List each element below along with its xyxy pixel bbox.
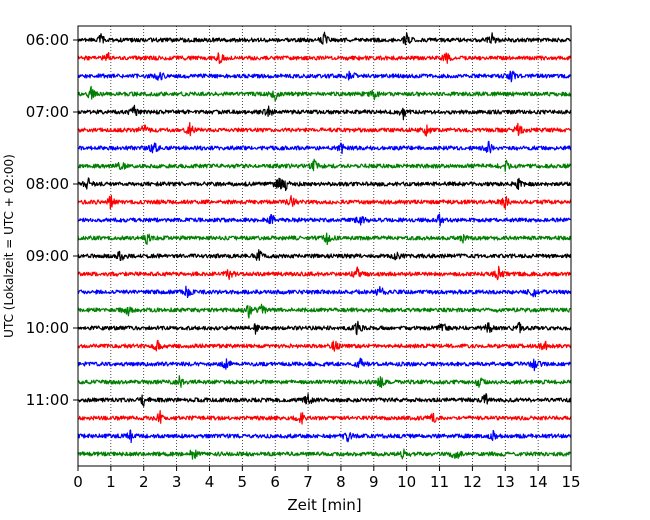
y-tick-label: 08:00 xyxy=(26,175,69,193)
y-axis-ticks: 06:00 07:00 08:00 09:00 10:00 11:00 xyxy=(26,31,78,409)
x-tick-label: 7 xyxy=(303,473,313,491)
x-tick-label: 0 xyxy=(73,473,83,491)
y-axis-label: UTC (Lokalzeit = UTC + 02:00) xyxy=(2,154,16,338)
y-tick-label: 07:00 xyxy=(26,103,69,121)
trace-1115 xyxy=(77,409,572,425)
trace-0630 xyxy=(77,70,572,83)
x-tick-label: 4 xyxy=(205,473,215,491)
trace-0930 xyxy=(77,285,572,299)
trace-1015 xyxy=(77,339,572,352)
trace-0830 xyxy=(77,213,572,227)
x-tick-label: 12 xyxy=(463,473,482,491)
trace-0730 xyxy=(77,140,572,155)
x-tick-label: 2 xyxy=(139,473,149,491)
x-tick-label: 13 xyxy=(496,473,515,491)
x-tick-label: 3 xyxy=(172,473,182,491)
grid-lines xyxy=(110,26,539,466)
trace-1100 xyxy=(77,393,572,407)
trace-0815 xyxy=(77,194,572,210)
x-tick-label: 15 xyxy=(561,473,580,491)
trace-1145 xyxy=(77,448,572,460)
trace-1000 xyxy=(77,320,572,336)
y-tick-label: 10:00 xyxy=(26,319,69,337)
x-tick-label: 9 xyxy=(369,473,379,491)
trace-1130 xyxy=(77,429,572,444)
traces xyxy=(77,31,572,460)
x-tick-label: 8 xyxy=(336,473,346,491)
y-tick-label: 06:00 xyxy=(26,31,69,49)
x-tick-label: 5 xyxy=(238,473,248,491)
y-tick-label: 09:00 xyxy=(26,247,69,265)
plot-frame xyxy=(77,25,572,467)
trace-1030 xyxy=(77,357,572,372)
plot-area xyxy=(78,26,571,466)
x-tick-label: 10 xyxy=(397,473,416,491)
x-tick-label: 14 xyxy=(529,473,548,491)
trace-0915 xyxy=(77,265,572,281)
trace-0600 xyxy=(77,31,572,46)
y-tick-label: 11:00 xyxy=(26,391,69,409)
trace-0800 xyxy=(77,177,572,192)
trace-0845 xyxy=(77,232,572,246)
x-tick-label: 11 xyxy=(430,473,449,491)
x-axis-label: Zeit [min] xyxy=(287,496,361,514)
trace-0715 xyxy=(77,122,572,137)
x-axis-ticks: 0 1 2 3 4 5 6 7 8 9 10 11 12 13 14 15 xyxy=(73,466,581,491)
trace-0945 xyxy=(77,303,572,319)
x-tick-label: 6 xyxy=(270,473,280,491)
trace-0645 xyxy=(77,85,572,102)
trace-0900 xyxy=(77,249,572,262)
trace-1045 xyxy=(77,375,572,388)
x-tick-label: 1 xyxy=(106,473,116,491)
trace-0745 xyxy=(77,158,572,172)
trace-0615 xyxy=(77,51,572,64)
trace-0700 xyxy=(77,104,572,121)
